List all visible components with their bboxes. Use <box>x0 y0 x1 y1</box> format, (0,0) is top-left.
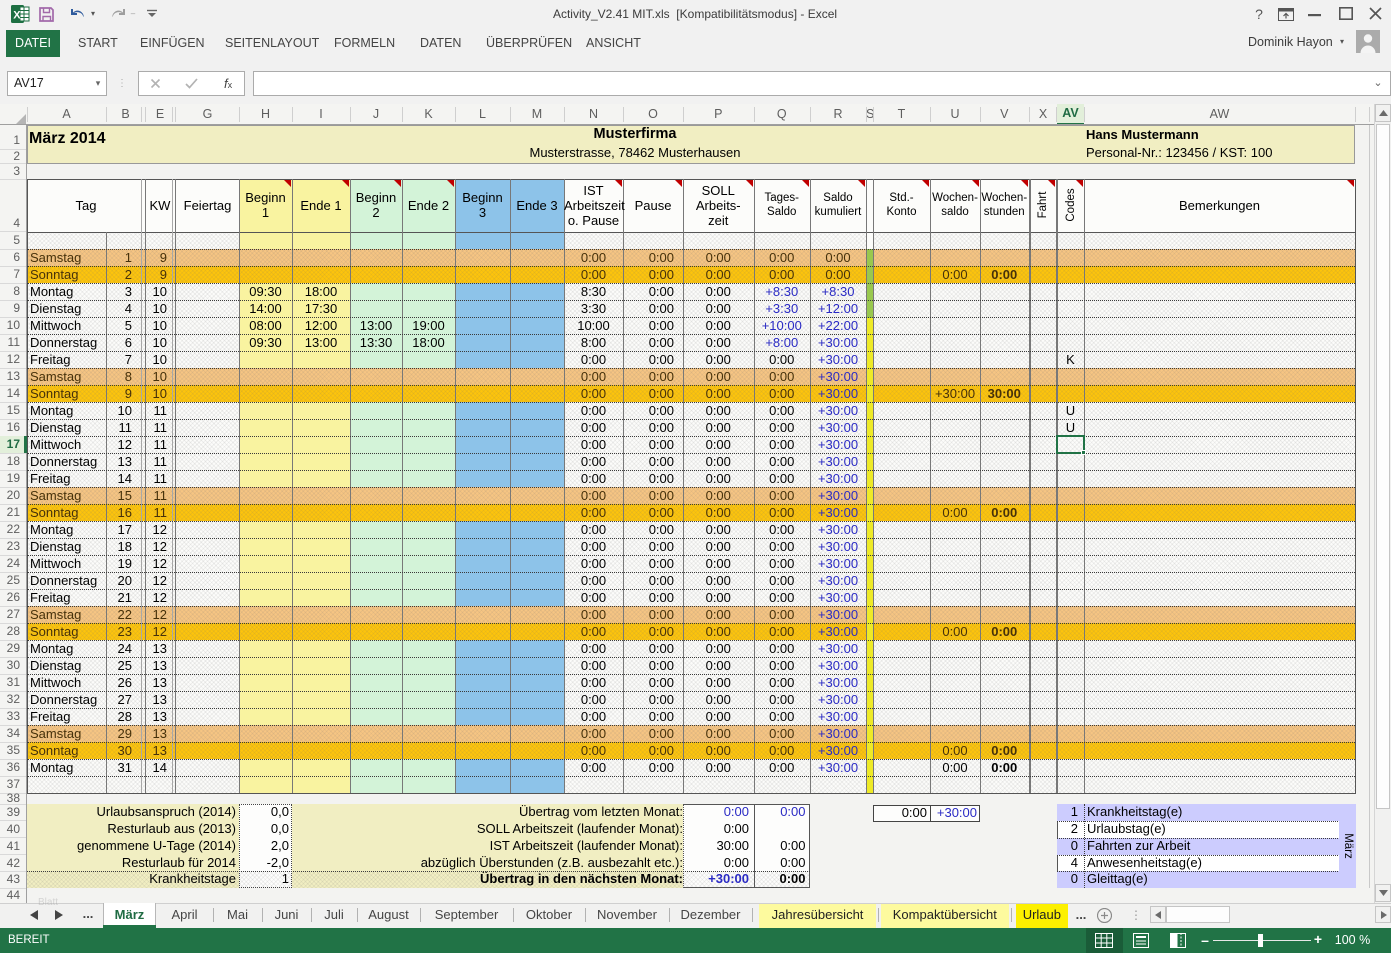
svg-text:X: X <box>13 10 21 22</box>
